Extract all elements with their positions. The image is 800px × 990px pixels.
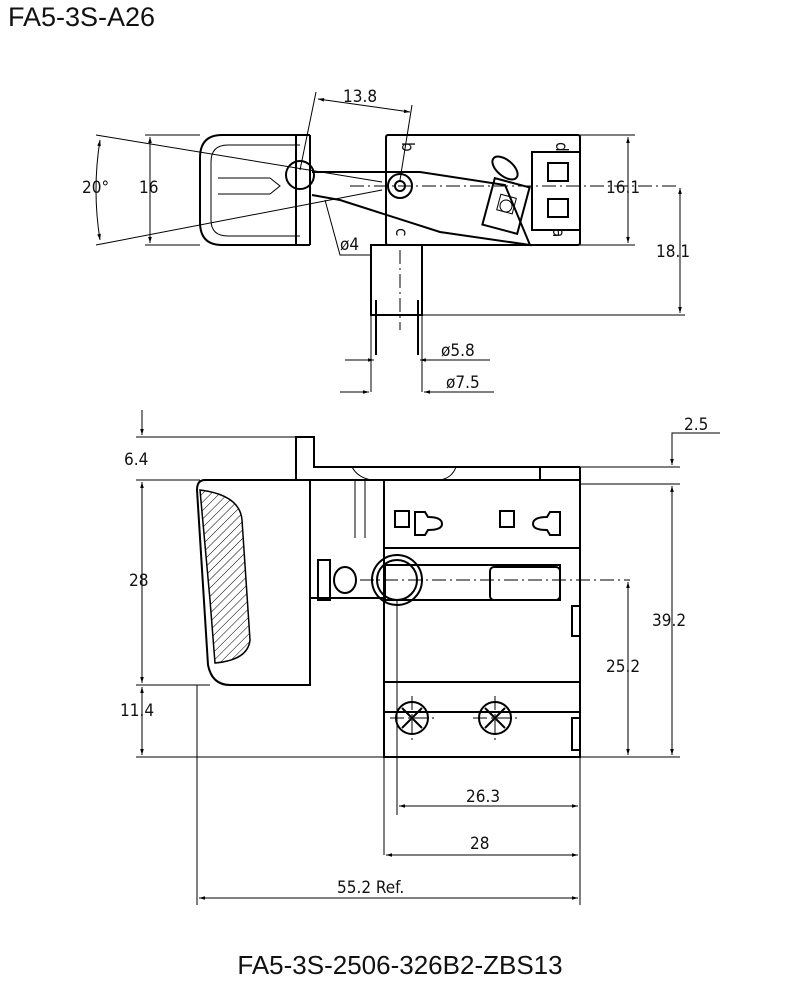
trigger	[195, 479, 311, 686]
drawing-title: FA5-3S-A26	[8, 2, 156, 32]
screw-1	[390, 696, 434, 740]
dim-tab: 6.4	[124, 450, 148, 470]
terminal-label-b: b	[397, 142, 417, 152]
screw-2	[473, 696, 517, 740]
dim-shaft-offset: 18.1	[656, 242, 690, 262]
bottom-view: 6.4 28 11.4 2.5 39.2 25.2 26.3 28 55.2 R…	[120, 410, 720, 905]
dim-angle: 20°	[82, 178, 109, 198]
dim-screw-span: 26.3	[466, 787, 500, 807]
dim-pivot-offset: 13.8	[343, 87, 377, 107]
top-view: b d c a 20° 16 13.8 ø4 16.1	[82, 87, 690, 394]
dim-pin-diameter: ø4	[340, 235, 359, 255]
terminal-label-d: d	[551, 142, 571, 152]
dim-body-height: 16.1	[606, 178, 640, 198]
dim-total-height: 39.2	[652, 611, 686, 631]
terminal-label-a: a	[548, 228, 568, 237]
part-number-caption: FA5-3S-2506-326B2-ZBS13	[237, 950, 563, 980]
dim-trigger: 28	[129, 571, 148, 591]
terminal-label-c: c	[391, 228, 411, 236]
dim-body-width: 28	[470, 834, 489, 854]
trigger-loop	[199, 134, 310, 246]
dim-shaft-outer-diameter: ø7.5	[446, 373, 480, 393]
dim-trigger-height: 16	[139, 178, 158, 198]
dim-overall-length: 55.2 Ref.	[337, 878, 404, 898]
dim-shaft-height: 25.2	[606, 657, 640, 677]
dim-shaft-inner-diameter: ø5.8	[441, 341, 475, 361]
grip-hatch	[199, 489, 251, 664]
dim-step: 2.5	[684, 415, 708, 435]
shaft	[370, 244, 423, 316]
dim-trigger-bottom: 11.4	[120, 701, 154, 721]
